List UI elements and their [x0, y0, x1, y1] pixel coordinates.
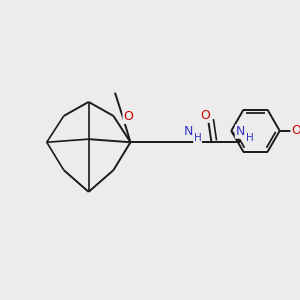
Text: H: H — [194, 133, 202, 143]
Text: N: N — [236, 125, 245, 138]
Text: O: O — [123, 110, 133, 123]
Text: H: H — [246, 133, 254, 143]
Text: O: O — [200, 109, 210, 122]
Text: O: O — [291, 124, 300, 137]
Text: N: N — [184, 125, 193, 138]
